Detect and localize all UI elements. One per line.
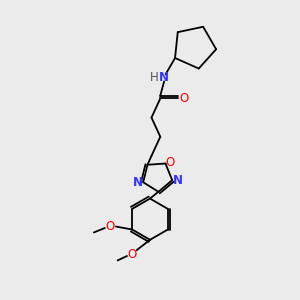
Text: O: O	[179, 92, 188, 105]
Text: O: O	[105, 220, 115, 233]
Text: N: N	[133, 176, 143, 189]
Text: N: N	[159, 71, 169, 84]
Text: N: N	[172, 174, 182, 187]
Text: H: H	[149, 71, 158, 84]
Text: O: O	[166, 155, 175, 169]
Text: O: O	[128, 248, 137, 261]
